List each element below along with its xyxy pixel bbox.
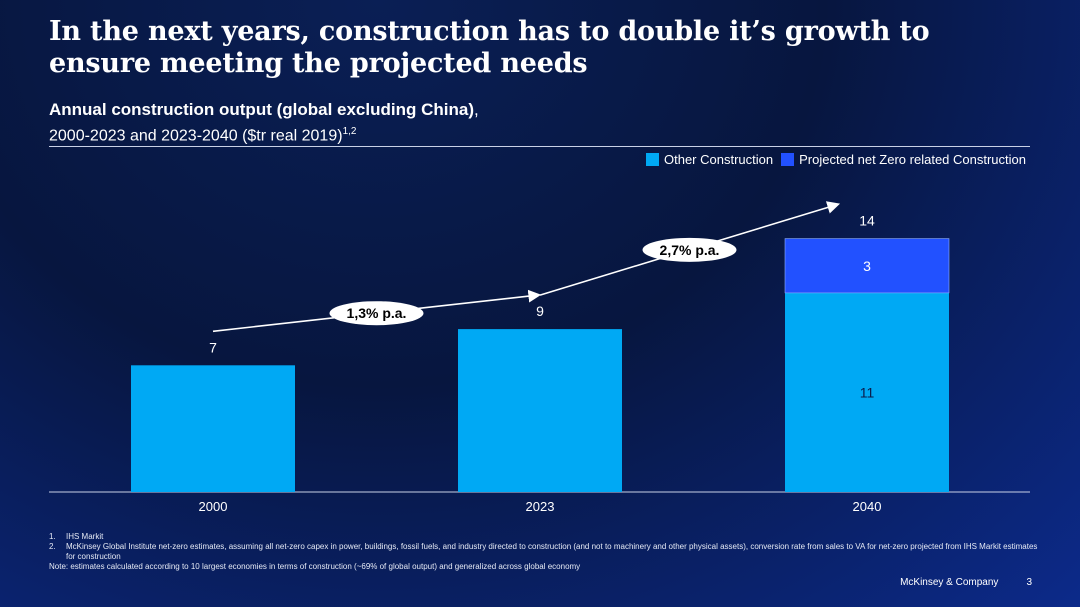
chart-subtitle-text: 2000-2023 and 2023-2040 ($tr real 2019) xyxy=(49,127,343,145)
segment-label-2040-other: 11 xyxy=(860,384,875,400)
chart-title-main: Annual construction output (global exclu… xyxy=(49,100,474,119)
growth-label-2: 2,7% p.a. xyxy=(660,242,720,258)
company-name: McKinsey & Company xyxy=(900,577,999,588)
footnote-1: 1. IHS Markit xyxy=(49,532,1039,542)
chart-subtitle-footnote-ref: 1,2 xyxy=(342,126,357,137)
footnote-text: McKinsey Global Institute net-zero estim… xyxy=(66,542,1038,561)
segment-label-2040-netzero: 3 xyxy=(863,258,871,274)
footnote-note: Note: estimates calculated according to … xyxy=(49,562,581,571)
footnote-2: 2. McKinsey Global Institute net-zero es… xyxy=(49,542,1039,562)
chart-title: Annual construction output (global exclu… xyxy=(49,100,479,120)
chart-subtitle: 2000-2023 and 2023-2040 ($tr real 2019)1… xyxy=(49,122,356,146)
x-tick-label-2040: 2040 xyxy=(853,499,882,514)
footnote-number: 1. xyxy=(49,532,56,541)
growth-bubble-1 xyxy=(329,301,424,326)
total-label-2023: 9 xyxy=(536,303,544,319)
slide-footer: McKinsey & Company 3 xyxy=(900,577,1032,588)
legend-swatch-other xyxy=(645,153,659,166)
legend-item-other: Other Construction xyxy=(645,152,774,167)
bar-2000-other xyxy=(131,365,295,492)
legend-label-other: Other Construction xyxy=(663,152,774,167)
legend-label-netzero: Projected net Zero related Construction xyxy=(799,152,1026,167)
total-label-2040: 14 xyxy=(859,213,875,229)
footnote-text: IHS Markit xyxy=(66,532,104,541)
legend-item-netzero: Projected net Zero related Construction xyxy=(781,152,1026,167)
total-label-2000: 7 xyxy=(209,339,217,355)
footnote-number: 2. xyxy=(49,542,56,551)
bar-2023-other xyxy=(458,329,622,492)
footnotes: 1. IHS Markit 2. McKinsey Global Institu… xyxy=(49,532,1039,572)
title-divider xyxy=(49,146,1030,147)
slide-title: In the next years, construction has to d… xyxy=(49,16,930,79)
bar-2040-other xyxy=(785,292,949,492)
page-number: 3 xyxy=(1026,577,1032,588)
growth-bubble-2 xyxy=(642,237,737,262)
bar-2040-netzero xyxy=(784,238,950,294)
chart-title-suffix: , xyxy=(473,100,479,119)
chart-legend: Other Construction Projected net Zero re… xyxy=(645,152,1026,167)
x-tick-label-2023: 2023 xyxy=(526,499,555,514)
legend-swatch-netzero xyxy=(781,153,795,166)
x-tick-label-2000: 2000 xyxy=(199,499,228,514)
growth-label-1: 1,3% p.a. xyxy=(347,305,407,321)
